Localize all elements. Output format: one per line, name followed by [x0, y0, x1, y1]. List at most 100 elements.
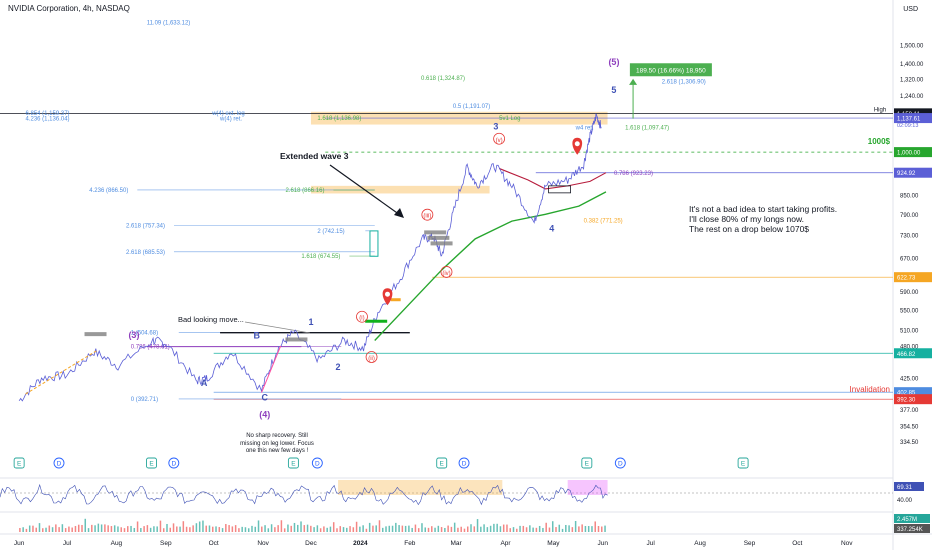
level-tag-text: 466.82 [897, 352, 916, 358]
volume-bar [561, 528, 564, 532]
volume-bar [411, 527, 413, 532]
invalidation-label: Invalidation [850, 385, 890, 394]
volume-bar [97, 523, 100, 532]
volume-bar [555, 527, 557, 532]
volume-bar [25, 528, 28, 532]
fib-label: 0 (392.71) [131, 397, 158, 403]
volume-bar [185, 526, 188, 532]
volume-bar [571, 527, 574, 532]
volume-bar [365, 528, 368, 532]
volume-bar [310, 525, 312, 532]
volume-bar [212, 526, 214, 532]
volume-bar [68, 526, 70, 532]
volume-bar [597, 525, 600, 532]
volume-bar [408, 525, 410, 532]
earnings-icon [13, 457, 25, 469]
target-arrow-head [629, 78, 638, 85]
volume-bar [391, 525, 394, 532]
fib-label: 2.618 (1,306.90) [662, 80, 706, 86]
volume-bar [512, 527, 515, 532]
volume-bar [417, 528, 420, 532]
y-tick-label: 590.00 [900, 290, 919, 296]
volume-bar [502, 524, 505, 532]
event-letter: D [618, 461, 623, 468]
y-tick-label: 1,500.00 [900, 44, 924, 50]
volume-bar [81, 524, 83, 532]
x-tick-label: Mar [450, 540, 462, 547]
orange-marker [390, 298, 401, 302]
volume-bar [277, 525, 279, 532]
volume-bar [551, 521, 554, 532]
volume-bar [241, 526, 243, 532]
vol-tag [894, 524, 930, 533]
volume-bar [427, 527, 430, 532]
osc-tick: 69.31 [897, 485, 913, 491]
volume-bar [447, 525, 449, 532]
volume-bar [254, 526, 257, 532]
volume-bar [234, 525, 237, 532]
volume-bar [64, 528, 67, 532]
note-line-2: I'll close 80% of my longs now. [689, 214, 805, 224]
fib-label: 11.09 (1,633.12) [147, 21, 191, 27]
volume-bar [293, 522, 296, 532]
wave-label-B: B [253, 330, 260, 340]
symbol-title: NVIDIA Corporation, 4h, NASDAQ [6, 3, 132, 14]
volume-bar [136, 521, 139, 532]
volume-bar [176, 526, 178, 532]
volume-bar [395, 522, 397, 532]
volume-bar [290, 525, 292, 532]
level-tag-text: 924.92 [897, 171, 916, 177]
wave-label-(4): (4) [259, 409, 270, 419]
volume-bar [565, 524, 567, 532]
gray-marker [285, 337, 308, 342]
wave-label-1: 1 [308, 317, 313, 327]
wave-circle [356, 310, 368, 323]
x-tick-label: Jul [63, 540, 72, 547]
teal-box [369, 230, 379, 257]
event-letter: D [171, 461, 176, 468]
volume-bar [166, 523, 168, 532]
volume-bar [542, 527, 544, 532]
x-tick-label: Jul [646, 540, 655, 547]
volume-bar [378, 520, 381, 532]
green-marker [365, 319, 388, 323]
level-tag-924.92 [894, 167, 932, 178]
dividend-icon [168, 457, 180, 469]
fib-label: w(4) ext. log [211, 111, 245, 117]
volume-bar [323, 526, 325, 532]
volume-bar [123, 528, 126, 532]
x-tick-label: Aug [111, 540, 123, 547]
volume-bar [398, 525, 400, 532]
volume-bar [587, 526, 590, 532]
event-letter: E [149, 461, 154, 468]
volume-bar [522, 525, 525, 532]
volume-bar [133, 527, 136, 532]
volume-bar [267, 528, 270, 532]
fib-label: 0.382 (771.25) [584, 219, 623, 225]
pink-line [261, 345, 282, 393]
x-tick-label: Aug [694, 540, 706, 547]
event-letter: E [291, 461, 296, 468]
volume-bar [463, 528, 466, 532]
volume-bar [169, 527, 172, 532]
y-tick-label: 354.50 [900, 424, 919, 430]
level-tag-text: 622.73 [897, 276, 916, 282]
level-tag-622.73 [894, 272, 932, 283]
extended-wave-arrowhead [394, 208, 404, 218]
fib-label: 4.236 (866.50) [89, 188, 128, 194]
volume-bar [581, 524, 583, 532]
volume-bar [251, 525, 253, 532]
volume-bar [601, 526, 603, 532]
fib-label: w4 ret. [575, 126, 594, 132]
volume-bar [529, 525, 531, 532]
x-tick-label: Apr [500, 540, 511, 547]
volume-bar [339, 526, 341, 532]
volume-bar [535, 527, 538, 532]
volume-bar [483, 524, 485, 532]
x-tick-label: Nov [841, 540, 853, 547]
event-letter: E [440, 461, 445, 468]
wave-label-(5): (5) [608, 57, 619, 67]
volume-bar [489, 525, 492, 532]
